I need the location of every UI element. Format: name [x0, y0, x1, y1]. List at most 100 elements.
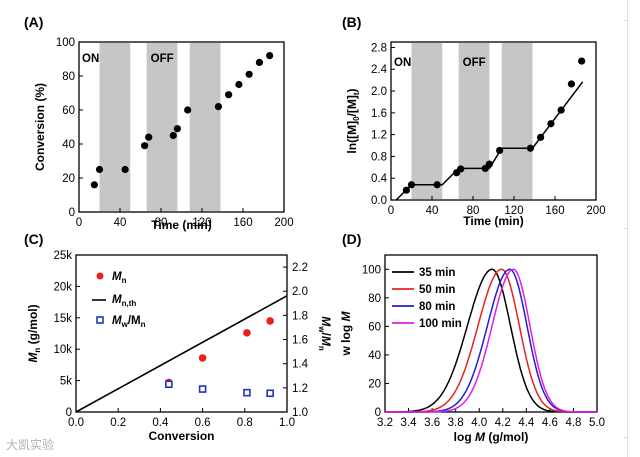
x-tick-label: 4.2 — [495, 417, 511, 429]
y-tick-label: 80 — [62, 71, 75, 83]
watermark: 大凯实验 — [6, 438, 55, 452]
y2-tick-label: 1.6 — [292, 335, 308, 347]
y-tick-label: 20 — [368, 378, 381, 390]
y-tick-label: 2.4 — [371, 64, 388, 76]
annotation-off: OFF — [151, 53, 174, 65]
y-tick-label: 20k — [53, 281, 72, 293]
data-point — [145, 133, 153, 141]
off-band — [99, 43, 131, 211]
x-tick-label: 80 — [467, 205, 480, 217]
y-tick-label: 5k — [60, 376, 72, 388]
x-tick-label: 120 — [192, 217, 211, 229]
y-tick-label: 0 — [69, 207, 75, 219]
legend-label: Mn,th — [112, 294, 136, 308]
x-tick-label: 0 — [388, 205, 394, 217]
series-line — [385, 268, 597, 413]
legend-label: 50 min — [419, 284, 455, 296]
y2-tick-label: 1.2 — [292, 383, 308, 395]
off-band — [501, 43, 533, 199]
y-tick-label: 2.8 — [371, 42, 387, 54]
y2-tick-label: 1.8 — [292, 310, 308, 322]
data-point — [407, 181, 416, 189]
legend-marker — [96, 272, 104, 280]
annotation-on: ON — [82, 53, 99, 65]
y-tick-label: 100 — [56, 37, 75, 49]
y-tick-label: 80 — [368, 293, 381, 305]
x-tick-label: 4.6 — [542, 417, 558, 429]
y-tick-label: 0 — [66, 407, 72, 419]
y-tick-label: 0.4 — [371, 173, 388, 185]
y-tick-label: 40 — [62, 139, 75, 151]
panel-label: (C) — [24, 231, 43, 247]
x-tick-label: 0.6 — [195, 417, 211, 429]
data-point — [457, 165, 465, 173]
x-tick-label: 0.2 — [110, 417, 126, 429]
y-tick-label: 0 — [375, 407, 381, 419]
y-axis-label: w log M — [339, 311, 353, 357]
y2-tick-label: 2.2 — [292, 262, 308, 274]
y-tick-label: 100 — [362, 264, 381, 276]
data-point — [496, 146, 504, 155]
edge-tick — [624, 228, 628, 229]
y-tick-label: 60 — [368, 321, 381, 333]
panel-label: (A) — [24, 14, 43, 30]
y-tick-label: 20 — [62, 173, 75, 185]
y-tick-label: 1.6 — [371, 108, 387, 120]
legend-label: Mn — [112, 271, 127, 285]
data-point — [266, 317, 274, 325]
y2-tick-label: 1.4 — [292, 359, 309, 371]
y-axis-label: Mn (g/mol) — [26, 304, 42, 362]
data-point — [198, 385, 207, 393]
data-point — [266, 389, 274, 398]
data-point — [90, 181, 98, 189]
legend-label: Mw/Mn — [112, 315, 146, 329]
panel-c-frame — [75, 254, 288, 413]
x-tick-label: 160 — [545, 205, 564, 217]
data-point — [184, 106, 192, 114]
panel-b-frame — [390, 41, 597, 201]
y-tick-label: 0.0 — [371, 195, 387, 207]
data-point — [169, 131, 177, 140]
data-point — [537, 133, 545, 141]
data-point — [255, 58, 263, 66]
x-tick-label: 40 — [426, 205, 439, 217]
theory-line — [75, 295, 288, 413]
series-line — [385, 268, 597, 413]
data-point — [243, 329, 251, 337]
y-tick-label: 1.2 — [371, 130, 387, 142]
panel-a-frame — [78, 41, 285, 213]
x-tick-label: 40 — [114, 217, 127, 229]
panel-d-frame — [384, 254, 598, 413]
x-tick-label: 0.8 — [237, 417, 253, 429]
data-point — [95, 165, 104, 174]
y-tick-label: 10k — [53, 344, 72, 356]
data-point — [266, 52, 274, 60]
y-tick-label: 40 — [368, 350, 381, 362]
panel-label: (B) — [342, 14, 361, 30]
x-tick-label: 200 — [586, 205, 605, 217]
y-axis-label: ln([M]0/[M]t) — [345, 88, 361, 153]
y2-axis-label: Mw/Mn — [317, 316, 333, 351]
data-point — [173, 125, 181, 133]
x-tick-label: 3.2 — [377, 417, 393, 429]
off-band — [189, 43, 221, 211]
x-tick-label: 3.8 — [448, 417, 464, 429]
series-line — [385, 268, 597, 413]
series-line — [385, 268, 597, 413]
data-point — [567, 80, 576, 88]
y2-tick-label: 2.0 — [292, 286, 308, 298]
x-tick-label: 160 — [233, 217, 252, 229]
data-point — [245, 70, 253, 78]
y-tick-label: 2.0 — [371, 86, 387, 98]
x-axis-label: Time (min) — [151, 218, 211, 232]
data-point — [121, 165, 129, 174]
x-tick-label: 80 — [155, 217, 168, 229]
legend-label: 35 min — [419, 267, 455, 279]
annotation-off: OFF — [463, 57, 486, 69]
data-point — [402, 186, 410, 194]
y-axis-label: Conversion (%) — [33, 83, 47, 171]
legend-label: 80 min — [419, 301, 455, 313]
x-tick-label: 3.6 — [424, 417, 440, 429]
x-tick-label: 4.4 — [518, 417, 535, 429]
x-tick-label: 0 — [76, 217, 82, 229]
